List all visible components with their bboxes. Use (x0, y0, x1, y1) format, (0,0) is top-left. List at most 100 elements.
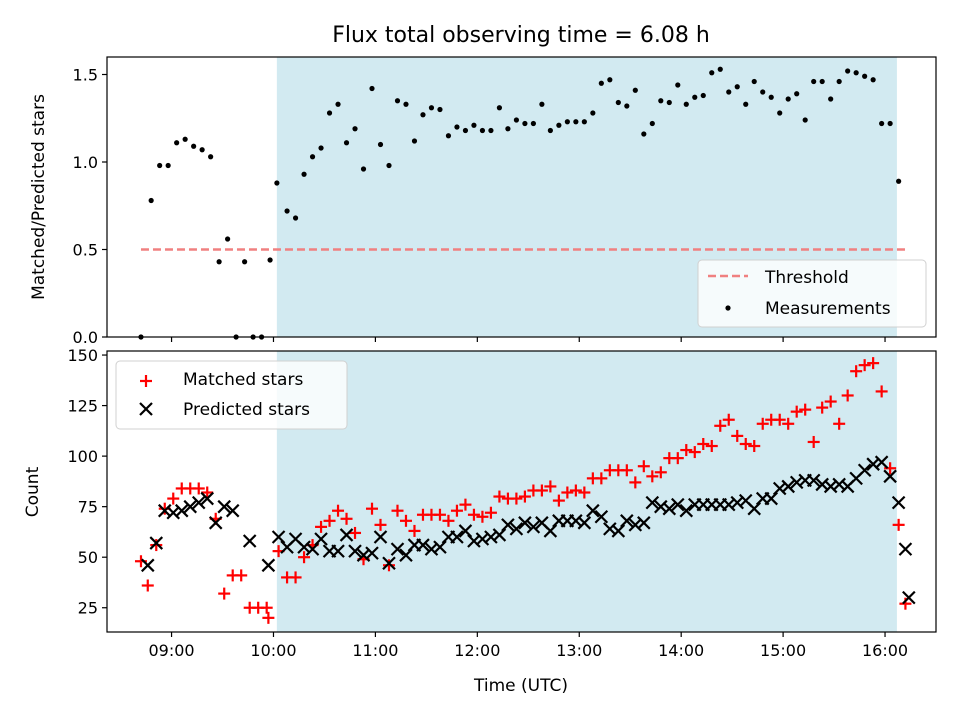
predicted-star-point (314, 532, 328, 546)
measurement-point (420, 112, 426, 118)
measurement-point (191, 143, 197, 149)
matched-star-point (167, 492, 180, 505)
measurement-point (513, 117, 520, 123)
measurement-point (717, 66, 723, 72)
predicted-star-point (339, 528, 354, 542)
x-tick-label: 14:00 (658, 641, 704, 660)
matched-star-point (510, 492, 523, 505)
predicted-star-point (399, 548, 413, 562)
measurement-point (394, 98, 401, 104)
measurement-point (743, 101, 749, 107)
x-tick-label: 10:00 (250, 641, 296, 660)
count-y-tick-label: 125 (67, 397, 98, 416)
measurement-point (479, 127, 486, 134)
measurement-point (174, 140, 180, 146)
predicted-star-point (671, 497, 685, 512)
measurement-point (208, 154, 214, 160)
measurement-point (760, 89, 766, 95)
matched-star-point (595, 472, 608, 485)
count-y-tick-label: 50 (78, 548, 98, 567)
matched-star-point (731, 429, 744, 442)
measurement-point (785, 96, 791, 102)
matched-star-point (433, 508, 446, 521)
measurement-point (896, 178, 902, 184)
matched-star-point (688, 446, 701, 459)
measurement-point (734, 84, 740, 90)
measurement-point (853, 70, 859, 76)
matched-star-point (637, 460, 650, 473)
measurements-legend-label: Measurements (765, 299, 891, 319)
matched-star-point (374, 518, 387, 531)
measurement-point (598, 80, 604, 86)
x-tick-label: 13:00 (556, 641, 602, 660)
ratio-y-tick-label: 1.0 (73, 153, 98, 172)
measurement-point (539, 101, 545, 107)
matched-star-point (382, 559, 395, 572)
predicted-star-point (874, 455, 889, 469)
measurement-point (522, 120, 528, 127)
measurement-point (496, 105, 503, 111)
measurement-point (819, 78, 825, 85)
measurement-point (794, 91, 800, 97)
x-axis-label: Time (UTC) (473, 676, 568, 696)
predicted-star-point (140, 558, 155, 573)
matched-star-point (315, 520, 328, 533)
predicted-star-point (806, 473, 821, 488)
ratio-y-tick-label: 0.5 (73, 241, 98, 260)
measurement-point (683, 101, 689, 107)
measurement-point (768, 94, 774, 100)
ratio-legend: Threshold Measurements (697, 259, 927, 328)
matched-star-point (192, 482, 205, 495)
predicted-star-point (200, 491, 215, 506)
matched-star-point (141, 579, 154, 592)
matched-star-point (569, 484, 582, 497)
measurement-point (556, 122, 562, 128)
measurement-point (615, 99, 621, 106)
measurements-legend-swatch (725, 305, 731, 311)
count-y-tick-label: 100 (67, 447, 98, 466)
ratio-legend-box (697, 259, 927, 328)
matched-star-point (561, 486, 574, 499)
count-panel: Count Time (UTC) 25 50 75 100 125 150 09:00 10… (23, 346, 937, 696)
measurement-point (632, 87, 638, 93)
matched-star-point (399, 514, 412, 527)
predicted-star-point (543, 524, 558, 538)
measurement-point (274, 180, 280, 186)
matched-star-point (824, 395, 837, 408)
matched-star-point (450, 504, 463, 517)
matched-star-point (535, 484, 548, 497)
measurement-point (386, 162, 392, 169)
matched-star-point (697, 437, 710, 450)
ratio-y-tick-label: 0.0 (73, 328, 98, 347)
matched-star-point (332, 504, 345, 517)
predicted-star-point (620, 514, 634, 528)
measurement-point (377, 141, 384, 148)
predicted-star-point (577, 516, 592, 530)
measurement-point (581, 119, 587, 125)
matched-star-point (773, 413, 786, 426)
predicted-star-point (509, 522, 524, 536)
predicted-star-point (458, 524, 473, 538)
measurement-point (709, 70, 715, 76)
measurement-point (437, 106, 443, 113)
measurement-point (862, 73, 868, 79)
matched-star-point (884, 462, 897, 475)
measurement-point (751, 78, 757, 85)
measurement-point (352, 126, 358, 132)
predicted-star-point (225, 503, 240, 518)
predicted-star-point (149, 536, 164, 550)
matched-legend-label: Matched stars (183, 370, 303, 390)
measurement-point (726, 89, 732, 95)
measurement-point (411, 138, 418, 144)
matched-star-point (807, 435, 820, 448)
measurement-point (199, 147, 205, 153)
matched-star-point (235, 569, 248, 582)
matched-star-point (850, 365, 863, 378)
x-tick-label: 09:00 (148, 641, 194, 660)
measurement-point (428, 105, 435, 111)
measurement-point (454, 124, 460, 130)
matched-star-point (578, 486, 591, 499)
x-tick-label: 11:00 (352, 641, 398, 660)
measurement-point (564, 119, 570, 125)
matched-star-point (366, 502, 379, 515)
